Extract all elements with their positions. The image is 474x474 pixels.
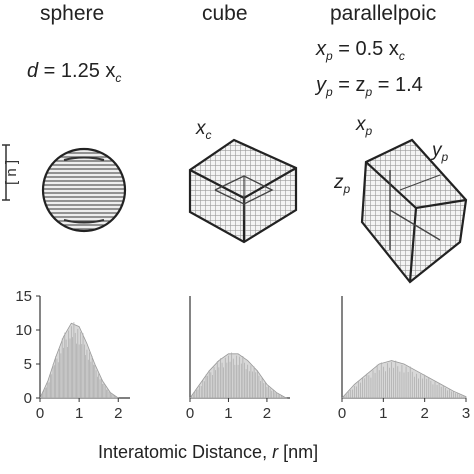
scale-bar-label: [ n ] <box>3 160 20 185</box>
parallelepiped-z-label: zp <box>334 172 351 196</box>
sphere-diameter-eq: d = 1.25 xc <box>27 60 122 85</box>
parallelepiped-x-eq: xp = 0.5 xc <box>316 38 405 63</box>
x-axis-title: Interatomic Distance, r [nm] <box>98 442 319 462</box>
chart-2-xtick-label: 1 <box>379 405 387 422</box>
parallelepiped-yz-eq: yp = zp = 1.4 <box>316 74 423 99</box>
chart-0-ytick-label: 0 <box>24 390 32 407</box>
chart-1-xtick-label: 2 <box>263 405 271 422</box>
chart-0-ytick-label: 15 <box>15 288 32 305</box>
parallelepiped-shape <box>360 138 468 284</box>
chart-1-xtick-label: 0 <box>186 405 194 422</box>
chart-0-xtick-label: 1 <box>75 405 83 422</box>
chart-2-xtick-label: 3 <box>462 405 470 422</box>
chart-0-ytick-label: 5 <box>24 356 32 373</box>
cube-title: cube <box>202 2 248 25</box>
chart-0-xtick-label: 2 <box>114 405 122 422</box>
scale-bar: [ n ] <box>2 144 20 201</box>
sphere-shape <box>41 147 127 233</box>
cube-edge-label: xc <box>196 118 212 142</box>
chart-2-xtick-label: 0 <box>338 405 346 422</box>
sphere-title: sphere <box>40 2 105 25</box>
chart-2-xtick-label: 2 <box>420 405 428 422</box>
chart-0-ytick-label: 10 <box>15 322 32 339</box>
parallelepiped-y-label: yp <box>432 140 449 164</box>
cube-shape <box>188 138 298 244</box>
chart-0-xtick-label: 0 <box>36 405 44 422</box>
chart-1-xtick-label: 1 <box>224 405 232 422</box>
parallelepiped-x-label: xp <box>356 114 373 138</box>
parallelepiped-title: parallelpoic <box>330 2 437 25</box>
